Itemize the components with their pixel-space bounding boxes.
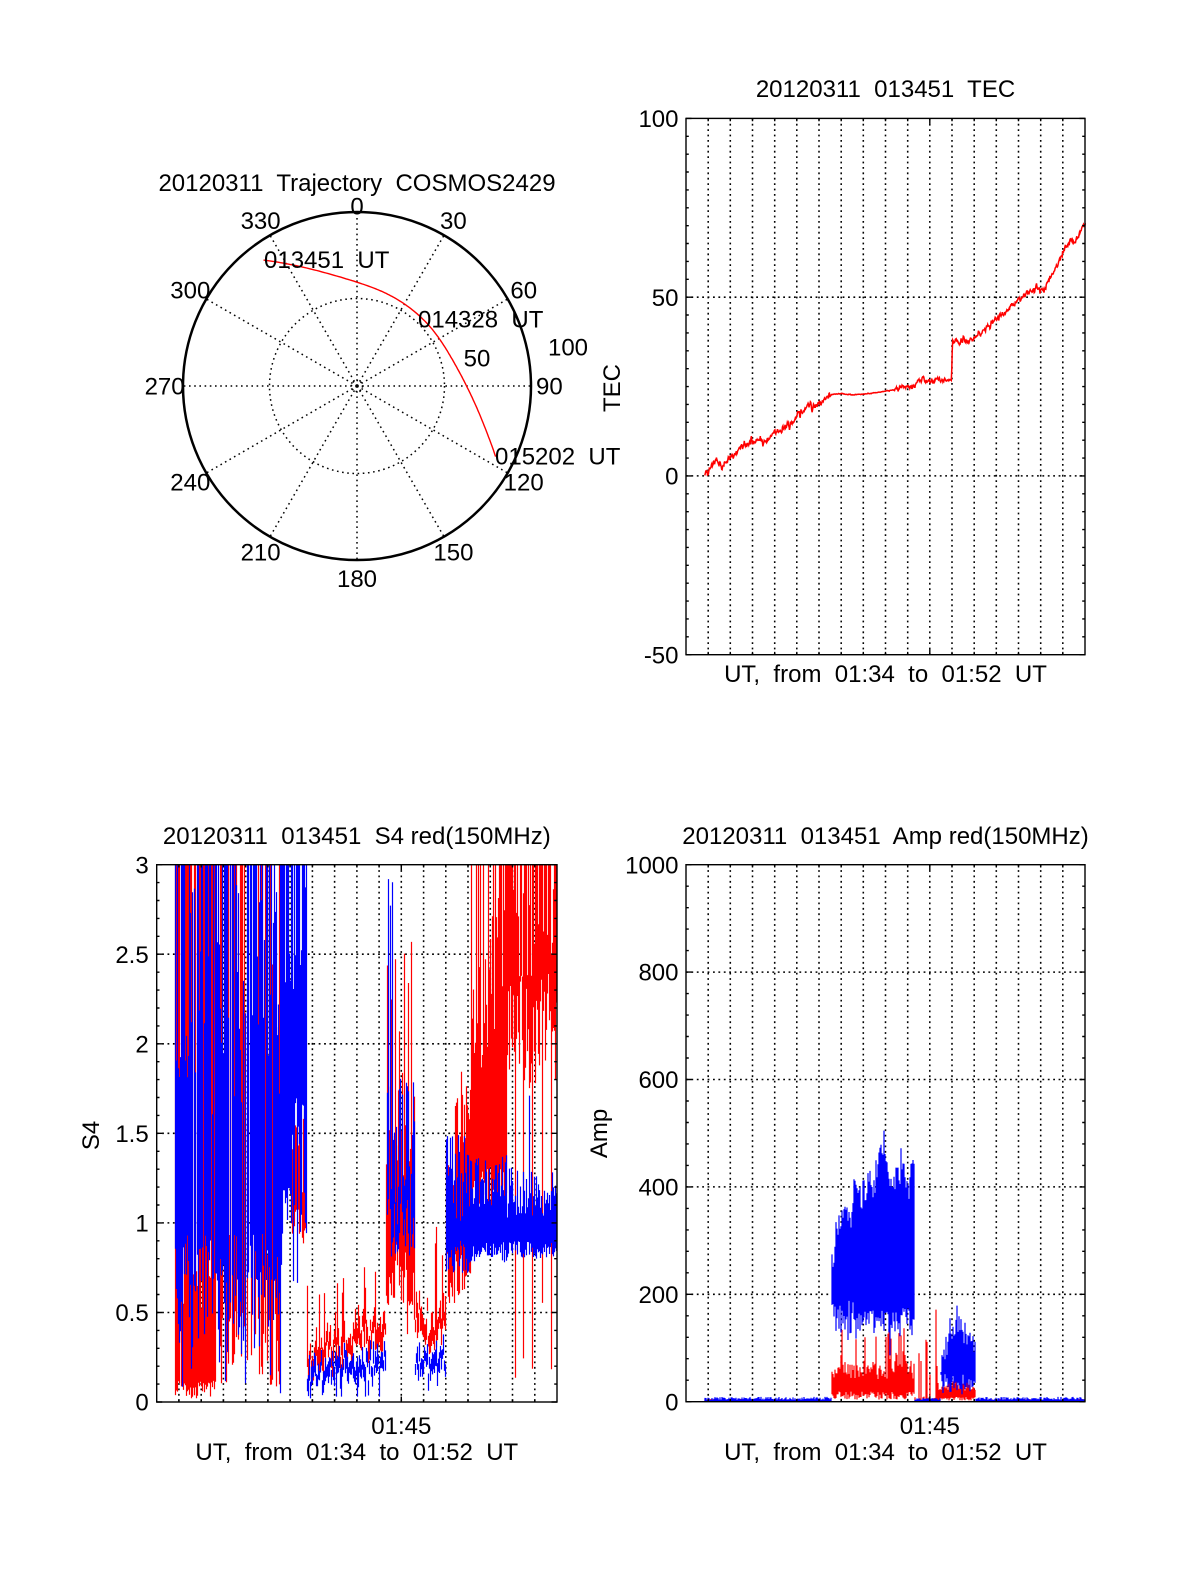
svg-text:150: 150 [433, 540, 473, 567]
svg-text:100: 100 [638, 106, 678, 133]
svg-text:200: 200 [638, 1282, 678, 1309]
svg-text:20120311 013451 TEC: 20120311 013451 TEC [756, 76, 1015, 103]
svg-text:210: 210 [241, 540, 281, 567]
svg-text:0: 0 [665, 1389, 678, 1416]
svg-text:20120311 013451 S4 red(150MH: 20120311 013451 S4 red(150MHz) [163, 823, 551, 850]
svg-text:330: 330 [241, 208, 281, 235]
svg-text:2: 2 [135, 1031, 148, 1058]
svg-text:2.5: 2.5 [115, 942, 148, 969]
svg-text:300: 300 [170, 278, 210, 305]
svg-text:90: 90 [536, 374, 563, 401]
svg-text:0: 0 [135, 1390, 148, 1417]
svg-text:800: 800 [638, 960, 678, 987]
svg-text:-50: -50 [644, 642, 679, 669]
svg-text:UT, from 01:34 to 01:52 U: UT, from 01:34 to 01:52 UT [724, 1439, 1047, 1466]
svg-text:01:45: 01:45 [371, 1413, 431, 1440]
svg-text:1: 1 [135, 1211, 148, 1238]
svg-text:30: 30 [440, 208, 467, 235]
svg-text:120: 120 [504, 470, 544, 497]
svg-text:0: 0 [350, 194, 363, 221]
svg-text:TEC: TEC [599, 364, 626, 412]
svg-text:UT, from 01:34 to 01:52 U: UT, from 01:34 to 01:52 UT [724, 661, 1047, 688]
svg-text:014328 UT: 014328 UT [418, 307, 544, 334]
svg-text:240: 240 [170, 470, 210, 497]
svg-text:01:45: 01:45 [900, 1413, 960, 1440]
svg-text:600: 600 [638, 1067, 678, 1094]
svg-text:UT, from 01:34 to 01:52 U: UT, from 01:34 to 01:52 UT [195, 1439, 518, 1466]
svg-text:S4: S4 [78, 1121, 105, 1150]
svg-text:20120311 Trajectory COSMOS24: 20120311 Trajectory COSMOS2429 [158, 170, 555, 197]
svg-text:013451 UT: 013451 UT [264, 247, 390, 274]
svg-text:015202 UT: 015202 UT [495, 444, 621, 471]
svg-text:1000: 1000 [625, 852, 678, 879]
svg-text:20120311 013451 Amp red(150M: 20120311 013451 Amp red(150MHz) [682, 823, 1089, 850]
svg-text:50: 50 [652, 285, 679, 312]
svg-text:400: 400 [638, 1175, 678, 1202]
svg-text:1.5: 1.5 [115, 1121, 148, 1148]
svg-text:100: 100 [548, 335, 588, 362]
svg-text:180: 180 [337, 566, 377, 593]
svg-text:0: 0 [665, 464, 678, 491]
svg-text:Amp: Amp [586, 1109, 613, 1158]
svg-text:3: 3 [135, 852, 148, 879]
svg-text:60: 60 [510, 278, 537, 305]
svg-text:0.5: 0.5 [115, 1300, 148, 1327]
svg-text:50: 50 [464, 346, 491, 373]
svg-text:270: 270 [145, 374, 185, 401]
